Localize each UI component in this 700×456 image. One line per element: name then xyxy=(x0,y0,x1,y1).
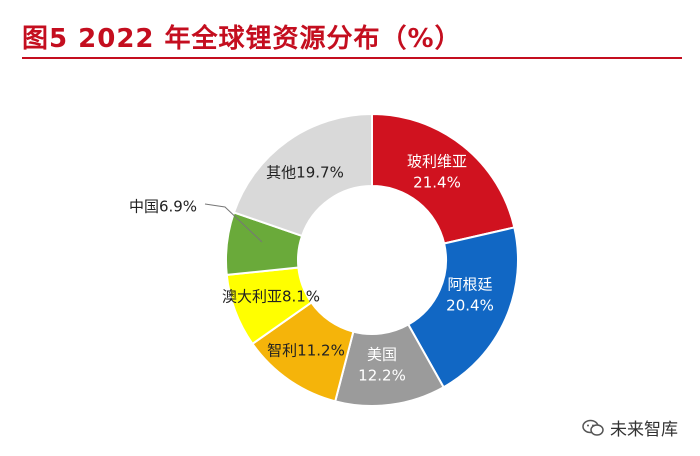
page-title: 图5 2022 年全球锂资源分布（%） xyxy=(22,24,462,54)
slice-value-label-1: 21.4% xyxy=(413,174,461,192)
slice-value-label-3: 12.2% xyxy=(358,367,406,385)
watermark: 未来智库 xyxy=(582,415,678,440)
watermark-text: 未来智库 xyxy=(610,420,678,440)
slice-label-5: 澳大利亚8.1% xyxy=(222,288,320,306)
slice-label-7: 其他19.7% xyxy=(266,164,344,182)
donut-slice-2 xyxy=(406,226,519,389)
leader-line xyxy=(204,203,263,243)
title-divider xyxy=(22,57,682,59)
donut-slice-7 xyxy=(232,112,373,238)
wechat-icon xyxy=(582,419,604,436)
slice-label-6: 中国6.9% xyxy=(129,198,197,216)
slice-value-label-2: 20.4% xyxy=(446,297,494,315)
slice-category-label-1: 玻利维亚 xyxy=(407,153,467,171)
slice-category-label-2: 阿根廷 xyxy=(447,276,492,294)
donut-slice-1 xyxy=(371,112,516,245)
slice-label-4: 智利11.2% xyxy=(267,342,345,360)
slice-category-label-3: 美国 xyxy=(367,346,397,364)
